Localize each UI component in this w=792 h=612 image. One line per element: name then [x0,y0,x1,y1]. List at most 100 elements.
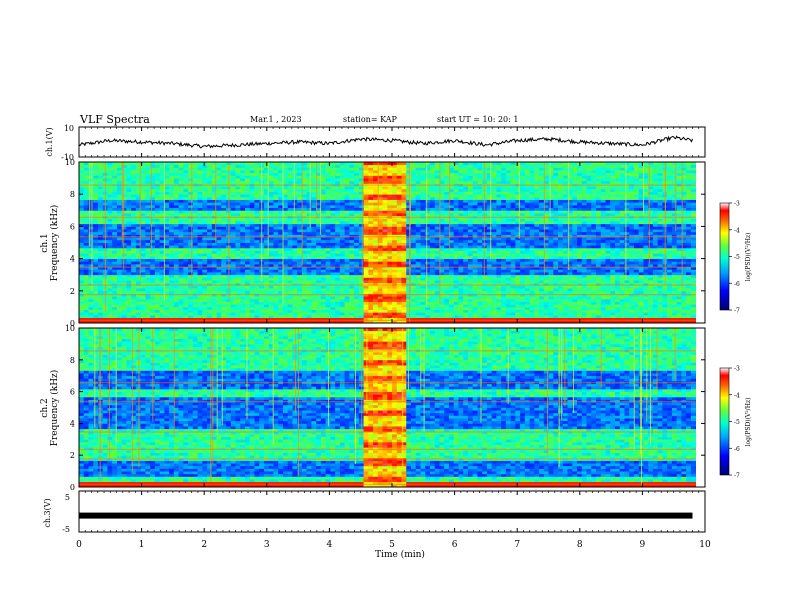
ch1-spectrogram-cell [174,280,179,283]
ch1-spectrogram-cell [107,229,112,232]
ch1-spectrogram-cell [126,275,131,278]
ch1-spectrogram-cell [240,200,245,203]
ch1-spectrogram-cell [88,264,93,267]
ch1-spectrogram-cell [269,275,274,278]
ch1-spectrogram-cell [193,175,198,178]
ch1-spectrogram-cell [117,312,122,315]
ch1-spectrogram-cell [330,205,335,208]
ch1-spectrogram-cell [217,243,222,246]
ch1-spectrogram-cell [183,277,188,280]
ch1-spectrogram-cell [150,304,155,307]
ch1-spectrogram-cell [217,245,222,248]
ch1-spectrogram-cell [316,288,321,291]
ch1-spectrogram-cell [221,221,226,224]
ch1-spectrogram-cell [164,194,169,197]
ch1-spectrogram-cell [183,202,188,205]
ch1-spectrogram-cell [316,296,321,299]
ch1-spectrogram-cell [292,202,297,205]
ch1-spectrogram-cell [269,264,274,267]
ch1-spectrogram-cell [273,170,278,173]
ch1-spectrogram-cell [188,315,193,318]
ch1-spectrogram-cell [183,253,188,256]
ch1-spectrogram-cell [131,181,136,184]
ch1-spectrogram-cell [145,261,150,264]
ch1-spectrogram-cell [98,218,103,221]
ch1-spectrogram-cell [193,288,198,291]
ch1-spectrogram-cell [117,299,122,302]
ch1-spectrogram-cell [221,299,226,302]
ch1-spectrogram-cell [321,189,326,192]
ch1-spectrogram-cell [269,248,274,251]
ch1-spectrogram-cell [155,261,160,264]
ch1-spectrogram-cell [330,178,335,181]
ch1-spectrogram-cell [169,232,174,235]
ch1-spectrogram-cell [292,272,297,275]
ch1-spectrogram-cell [145,226,150,229]
ch1-spectrogram-cell [273,272,278,275]
ch1-spectrogram-cell [231,248,236,251]
station-label: station= KAP [343,115,398,124]
ch1-spectrogram-cell [174,218,179,221]
ch1-spectrogram-cell [169,259,174,262]
ch1-spectrogram-cell [117,175,122,178]
ch1-spectrogram-cell [150,307,155,310]
ch1-spectrogram-cell [98,272,103,275]
ch1-spectrogram-cell [169,245,174,248]
ch1-spectrogram-cell [150,192,155,195]
ch1-spectrogram-cell [136,296,141,299]
ch1-spectrogram-cell [335,285,340,288]
ch1-spectrogram-cell [202,202,207,205]
ch1-spectrogram-cell [307,243,312,246]
ch1-spectrogram-cell [150,167,155,170]
ch1-spectrogram-cell [250,245,255,248]
ch1-spectrogram-cell [164,178,169,181]
ch1-spectrogram-cell [112,218,117,221]
ch1-spectrogram-cell [302,285,307,288]
ch1-spectrogram-cell [198,224,203,227]
ch1-spectrogram-cell [321,240,326,243]
ch1-spectrogram-cell [217,213,222,216]
ch1-spectrogram-cell [326,280,331,283]
ch1-spectrogram-cell [179,269,184,272]
ch1-spectrogram-cell [307,307,312,310]
ch1-spectrogram-cell [297,205,302,208]
ch1-spectrogram-cell [207,304,212,307]
ch1-spectrogram-cell [93,261,98,264]
ch1-spectrogram-cell [84,261,89,264]
ch1-spectrogram-cell [269,221,274,224]
ch1-spectrogram-cell [236,197,241,200]
ch1-spectrogram-cell [198,218,203,221]
ch1-spectrogram-cell [88,291,93,294]
ch1-spectrogram-cell [264,291,269,294]
ch1-spectrogram-cell [311,256,316,259]
ch1-spectrogram-cell [131,192,136,195]
ch1-spectrogram-cell [236,310,241,313]
ch1-spectrogram-cell [155,269,160,272]
ch1-spectrogram-cell [269,299,274,302]
ch1-spectrogram-cell [141,181,146,184]
ch1-spectrogram-cell [174,291,179,294]
ch1-spectrogram-cell [326,213,331,216]
ch1-spectrogram-cell [126,194,131,197]
ch1-spectrogram-cell [330,226,335,229]
ch1-spectrogram-cell [88,256,93,259]
ch1-spectrogram-cell [150,232,155,235]
ch1-spectrogram-cell [330,264,335,267]
ch1-spectrogram-cell [236,288,241,291]
ch1-spectrogram-cell [150,213,155,216]
ch1-spectrogram-cell [155,237,160,240]
ch1-spectrogram-cell [278,312,283,315]
ch1-spectrogram-cell [326,307,331,310]
ch1-spectrogram-cell [217,264,222,267]
ch1-spectrogram-cell [202,288,207,291]
ch1-spectrogram-cell [145,194,150,197]
ch1-spectrogram-cell [169,170,174,173]
ch1-spectrogram-cell [245,302,250,305]
ch1-spectrogram-cell [288,218,293,221]
ch1-spectrogram-cell [307,248,312,251]
ch1-spectrogram-cell [98,240,103,243]
ch1-spectrogram-cell [169,253,174,256]
ch1-spectrogram-cell [122,291,127,294]
ch1-spectrogram-cell [326,296,331,299]
ch1-spectrogram-cell [164,173,169,176]
